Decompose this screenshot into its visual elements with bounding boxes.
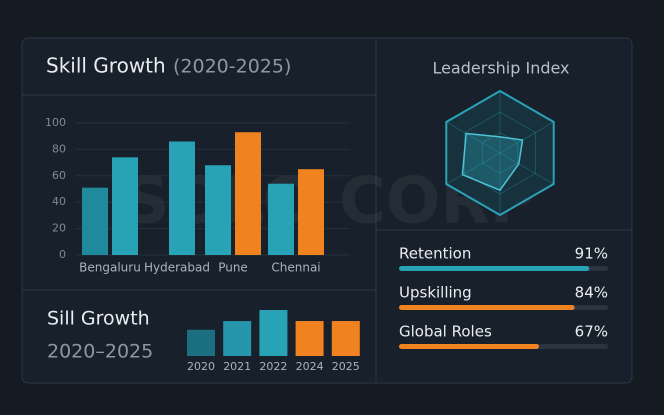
x-tick-label: 2020 [187, 360, 215, 373]
bar [295, 321, 324, 356]
bar [205, 165, 231, 255]
radar-spoke [446, 121, 501, 154]
bar [331, 321, 360, 356]
progress-value: 67% [575, 323, 608, 341]
chart-subtitle: (2020-2025) [173, 56, 291, 78]
bar [268, 183, 294, 255]
y-tick-label: 20 [52, 222, 66, 235]
progress-bar [399, 344, 540, 349]
progress-value: 91% [575, 245, 608, 263]
progress-label: Retention [399, 245, 471, 263]
y-tick-label: 0 [59, 248, 66, 261]
x-tick-label: Hyderabad [144, 261, 210, 275]
progress-bar [399, 305, 575, 310]
chart-subtitle: 2020–2025 [47, 341, 153, 363]
progress-label: Upskilling [399, 284, 472, 302]
progress-bar [399, 266, 590, 271]
x-tick-label: Pune [218, 261, 248, 275]
radar-area [461, 132, 524, 192]
bar [223, 321, 252, 356]
x-tick-label: Chennai [271, 261, 320, 275]
bar [169, 141, 195, 255]
y-tick-label: 80 [52, 142, 66, 155]
y-tick-label: 60 [52, 169, 66, 182]
x-tick-label: 2022 [259, 360, 287, 373]
bar [235, 132, 261, 255]
bar [82, 187, 108, 255]
bar [187, 329, 215, 356]
bar [259, 310, 288, 356]
chart-title: Leadership Index [432, 59, 569, 78]
radar-spoke [446, 152, 501, 185]
y-tick-label: 100 [45, 116, 66, 129]
chart-title: Sill Growth [47, 308, 150, 330]
chart-title: Skill Growth [46, 54, 166, 78]
x-tick-label: 2024 [296, 360, 324, 373]
bar [298, 169, 324, 255]
progress-value: 84% [575, 284, 608, 302]
radar-spoke [499, 121, 554, 154]
x-tick-label: Bengaluru [79, 261, 141, 275]
progress-label: Global Roles [399, 323, 492, 341]
x-tick-label: 2025 [332, 360, 360, 373]
radar-spoke [499, 152, 554, 185]
x-tick-label: 2021 [223, 360, 251, 373]
y-tick-label: 40 [52, 195, 66, 208]
bar [112, 157, 138, 255]
